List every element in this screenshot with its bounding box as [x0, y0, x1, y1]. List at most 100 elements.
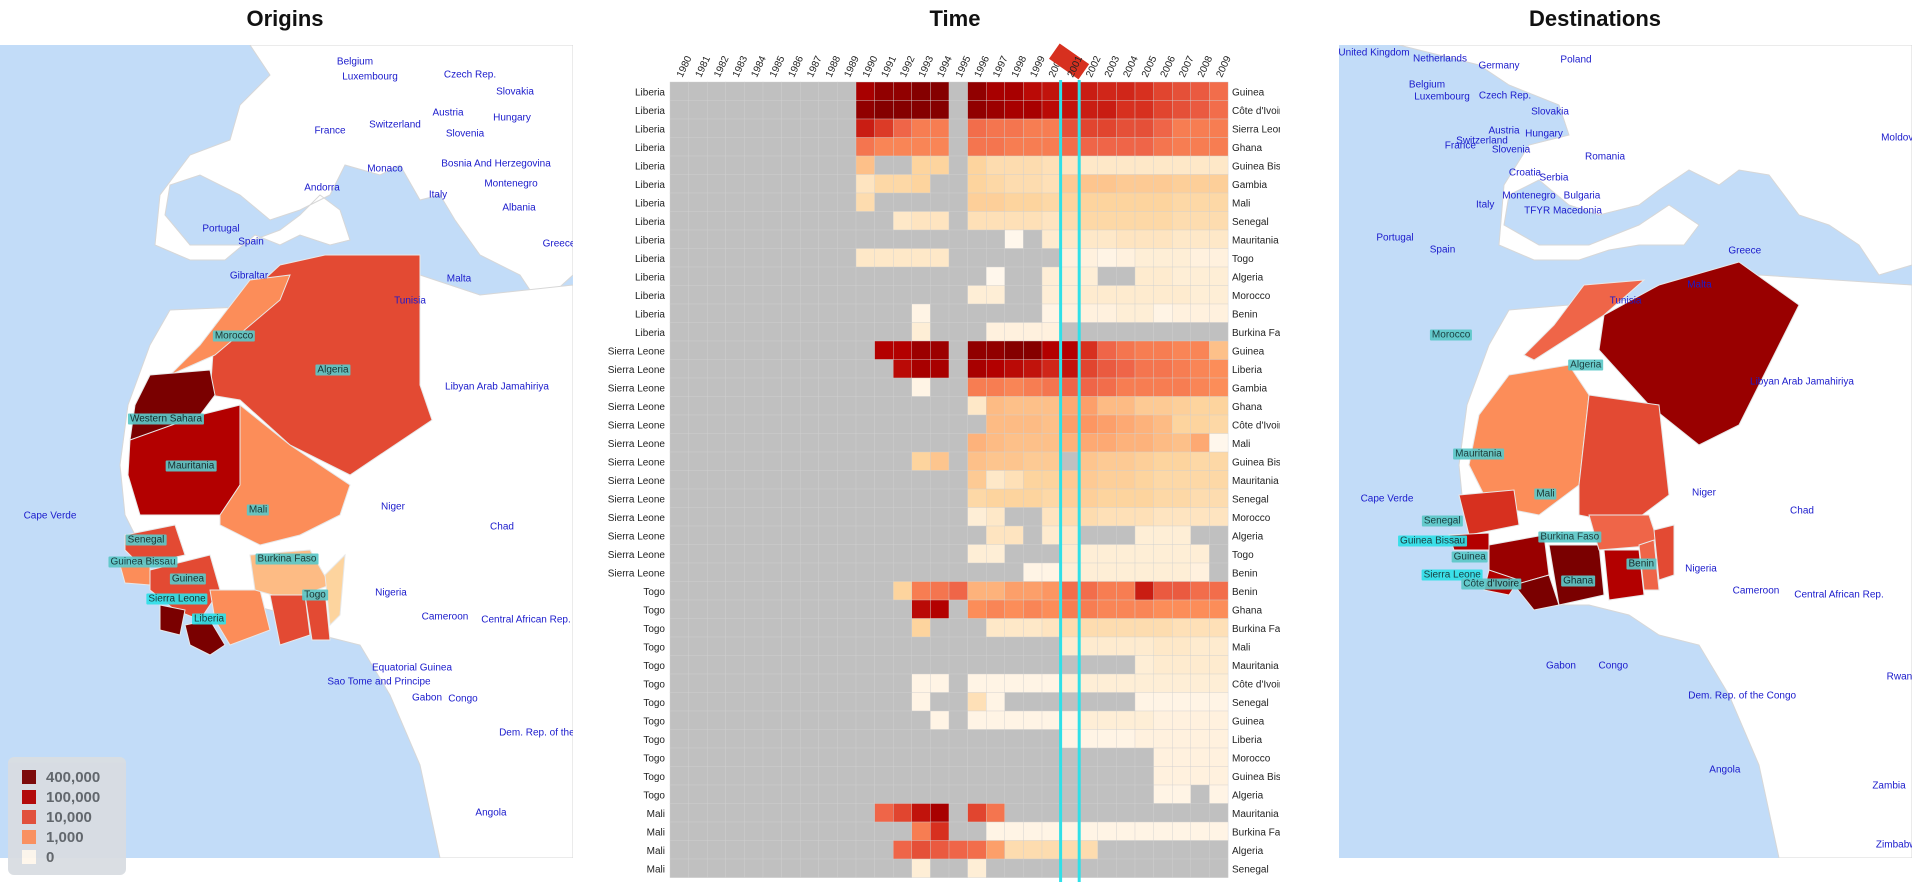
- heatmap-cell[interactable]: [669, 840, 689, 860]
- heatmap-cell[interactable]: [1060, 488, 1080, 508]
- heatmap-cell[interactable]: [967, 803, 987, 823]
- heatmap-cell[interactable]: [855, 840, 875, 860]
- heatmap-cell[interactable]: [967, 710, 987, 730]
- heatmap-cell[interactable]: [893, 655, 913, 675]
- heatmap-cell[interactable]: [1116, 359, 1136, 379]
- heatmap-cell[interactable]: [762, 340, 782, 360]
- heatmap-cell[interactable]: [669, 784, 689, 804]
- heatmap-cell[interactable]: [1116, 137, 1136, 157]
- heatmap-cell[interactable]: [1190, 673, 1210, 693]
- heatmap-cell[interactable]: [911, 766, 931, 786]
- heatmap-cell[interactable]: [725, 803, 745, 823]
- heatmap-cell[interactable]: [855, 747, 875, 767]
- heatmap-cell[interactable]: [1023, 858, 1043, 878]
- heatmap-cell[interactable]: [930, 359, 950, 379]
- heatmap-cell[interactable]: [744, 100, 764, 120]
- heatmap-cell[interactable]: [706, 507, 727, 527]
- heatmap-cell[interactable]: [725, 229, 745, 249]
- heatmap-cell[interactable]: [818, 451, 838, 471]
- heatmap-cell[interactable]: [688, 303, 708, 323]
- heatmap-cell[interactable]: [762, 803, 782, 823]
- heatmap-cell[interactable]: [1060, 747, 1080, 767]
- heatmap-cell[interactable]: [762, 229, 782, 249]
- heatmap-cell[interactable]: [1153, 599, 1173, 619]
- heatmap-cell[interactable]: [1172, 137, 1192, 157]
- heatmap-cell[interactable]: [1134, 377, 1154, 397]
- heatmap-cell[interactable]: [669, 618, 689, 638]
- heatmap-cell[interactable]: [893, 544, 913, 564]
- heatmap-cell[interactable]: [1153, 248, 1173, 268]
- heatmap-cell[interactable]: [762, 359, 782, 379]
- heatmap-cell[interactable]: [967, 81, 987, 101]
- heatmap-cell[interactable]: [669, 266, 689, 286]
- heatmap-cell[interactable]: [1190, 470, 1210, 490]
- heatmap-cell[interactable]: [799, 81, 820, 101]
- heatmap-cell[interactable]: [1153, 396, 1173, 416]
- heatmap-cell[interactable]: [1153, 211, 1173, 231]
- heatmap-cell[interactable]: [1172, 840, 1192, 860]
- heatmap-cell[interactable]: [1209, 618, 1229, 638]
- heatmap-cell[interactable]: [818, 803, 838, 823]
- heatmap-cell[interactable]: [911, 100, 931, 120]
- heatmap-cell[interactable]: [1209, 673, 1229, 693]
- heatmap-cell[interactable]: [818, 710, 838, 730]
- heatmap-cell[interactable]: [1097, 618, 1117, 638]
- heatmap-cell[interactable]: [688, 784, 708, 804]
- heatmap-cell[interactable]: [1172, 858, 1192, 878]
- heatmap-cell[interactable]: [855, 488, 875, 508]
- heatmap-cell[interactable]: [688, 470, 708, 490]
- heatmap-cell[interactable]: [781, 618, 801, 638]
- heatmap-cell[interactable]: [1041, 525, 1061, 545]
- origins-country-label[interactable]: Mali: [246, 504, 270, 516]
- heatmap-cell[interactable]: [1134, 359, 1154, 379]
- heatmap-cell[interactable]: [874, 840, 894, 860]
- heatmap-cell[interactable]: [930, 211, 950, 231]
- heatmap-cell[interactable]: [818, 285, 838, 305]
- heatmap-cell[interactable]: [1172, 710, 1192, 730]
- heatmap-cell[interactable]: [911, 137, 931, 157]
- heatmap-cell[interactable]: [967, 451, 987, 471]
- heatmap-cell[interactable]: [706, 766, 727, 786]
- heatmap-cell[interactable]: [1023, 525, 1043, 545]
- heatmap-cell[interactable]: [1023, 710, 1043, 730]
- heatmap-cell[interactable]: [1134, 488, 1154, 508]
- heatmap-cell[interactable]: [893, 192, 913, 212]
- heatmap-cell[interactable]: [1190, 229, 1210, 249]
- heatmap-cell[interactable]: [1060, 636, 1080, 656]
- heatmap-cell[interactable]: [855, 118, 875, 138]
- heatmap-cell[interactable]: [855, 137, 875, 157]
- heatmap-cell[interactable]: [781, 784, 801, 804]
- heatmap-cell[interactable]: [1060, 118, 1080, 138]
- heatmap-cell[interactable]: [930, 507, 950, 527]
- heatmap-cell[interactable]: [1079, 322, 1099, 342]
- heatmap-cell[interactable]: [1079, 340, 1099, 360]
- heatmap-cell[interactable]: [986, 174, 1006, 194]
- heatmap-cell[interactable]: [688, 747, 708, 767]
- heatmap-cell[interactable]: [837, 174, 857, 194]
- heatmap-cell[interactable]: [1209, 747, 1229, 767]
- origins-country-label[interactable]: Togo: [302, 589, 328, 601]
- heatmap-cell[interactable]: [1153, 747, 1173, 767]
- heatmap-cell[interactable]: [1060, 81, 1080, 101]
- heatmap-cell[interactable]: [986, 192, 1006, 212]
- heatmap-cell[interactable]: [967, 636, 987, 656]
- origins-country-label[interactable]: Burkina Faso: [255, 553, 319, 565]
- heatmap-cell[interactable]: [1116, 766, 1136, 786]
- heatmap-cell[interactable]: [967, 470, 987, 490]
- heatmap-cell[interactable]: [1079, 100, 1099, 120]
- heatmap-cell[interactable]: [986, 655, 1006, 675]
- heatmap-cell[interactable]: [837, 692, 857, 712]
- heatmap-cell[interactable]: [688, 562, 708, 582]
- heatmap-cell[interactable]: [1209, 821, 1229, 841]
- heatmap-cell[interactable]: [986, 433, 1006, 453]
- heatmap-cell[interactable]: [1079, 562, 1099, 582]
- heatmap-cell[interactable]: [818, 636, 838, 656]
- heatmap-cell[interactable]: [1079, 303, 1099, 323]
- heatmap-cell[interactable]: [1209, 451, 1229, 471]
- heatmap-cell[interactable]: [1041, 581, 1061, 601]
- heatmap-cell[interactable]: [1134, 525, 1154, 545]
- heatmap-cell[interactable]: [1116, 858, 1136, 878]
- heatmap-cell[interactable]: [725, 784, 745, 804]
- heatmap-cell[interactable]: [762, 729, 782, 749]
- heatmap-cell[interactable]: [967, 692, 987, 712]
